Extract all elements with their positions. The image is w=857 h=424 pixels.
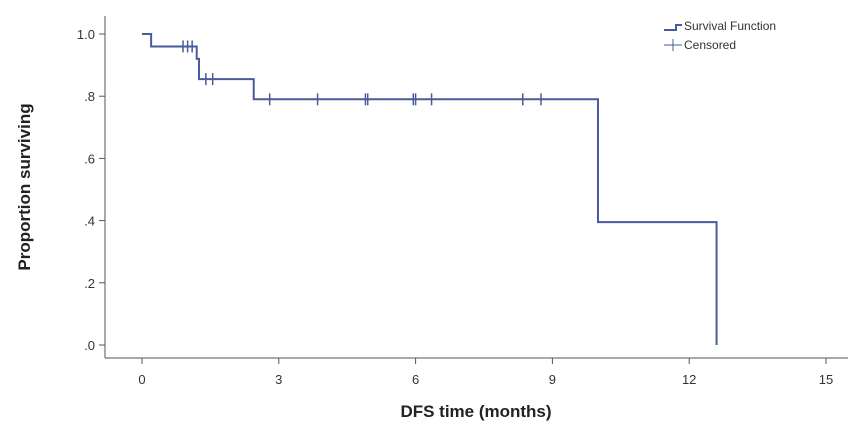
y-tick-label: .0 — [84, 338, 95, 353]
x-axis-title: DFS time (months) — [400, 402, 551, 421]
x-tick-label: 3 — [275, 372, 282, 387]
x-tick-label: 15 — [819, 372, 833, 387]
x-tick-label: 9 — [549, 372, 556, 387]
legend-survival-label: Survival Function — [684, 19, 776, 33]
legend: Survival Function Censored — [664, 19, 776, 52]
survival-function-line — [142, 33, 718, 345]
x-tick-label: 12 — [682, 372, 696, 387]
x-tick-label: 6 — [412, 372, 419, 387]
y-axis-title: Proportion surviving — [15, 103, 34, 270]
legend-censored-label: Censored — [684, 38, 736, 52]
y-tick-label: .6 — [84, 151, 95, 166]
y-ticks: .0 .2 .4 .6 .8 1.0 — [77, 27, 105, 353]
y-tick-label: .2 — [84, 276, 95, 291]
x-ticks: 0 3 6 9 12 15 — [138, 358, 833, 387]
y-tick-label: .8 — [84, 89, 95, 104]
y-tick-label: .4 — [84, 214, 95, 229]
censored-marks — [182, 40, 542, 106]
legend-survival-swatch — [664, 24, 682, 31]
x-tick-label: 0 — [138, 372, 145, 387]
y-tick-label: 1.0 — [77, 27, 95, 42]
